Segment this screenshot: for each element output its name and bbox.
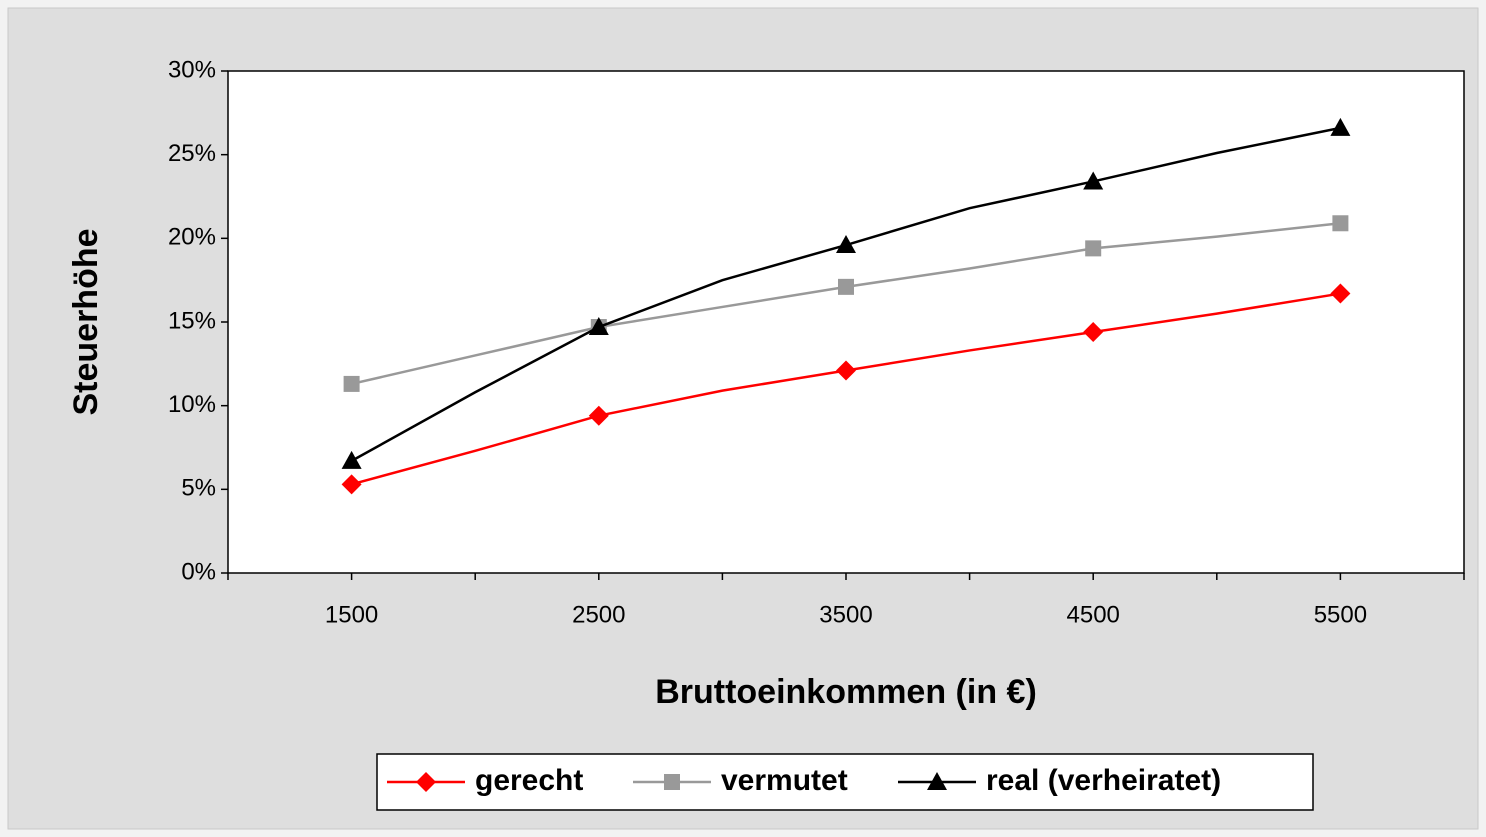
x-tick-label: 4500 [1067, 601, 1120, 628]
y-tick-label: 25% [168, 140, 216, 167]
marker [927, 772, 947, 790]
marker [1083, 171, 1104, 190]
y-tick-label: 20% [168, 224, 216, 251]
x-axis-label: Bruttoeinkommen (in €) [655, 673, 1037, 711]
marker [664, 774, 680, 790]
y-tick-label: 5% [181, 475, 216, 502]
y-tick-label: 0% [181, 558, 216, 585]
y-tick-label: 10% [168, 391, 216, 418]
x-tick-label: 3500 [819, 601, 872, 628]
marker [836, 360, 856, 381]
marker [341, 474, 362, 495]
marker [836, 235, 856, 254]
legend [376, 753, 1314, 811]
plot-area [227, 70, 1465, 574]
marker [588, 317, 609, 336]
marker [1083, 322, 1104, 343]
marker [1330, 117, 1351, 136]
legend-label: gerecht [475, 764, 583, 797]
marker [838, 278, 854, 295]
legend-label: vermutet [721, 764, 848, 797]
y-axis-label: Steuerhöhe [67, 228, 105, 415]
marker [341, 450, 362, 469]
y-tick-label: 15% [168, 307, 216, 334]
marker [416, 772, 436, 792]
x-tick-label: 1500 [325, 601, 378, 628]
x-tick-label: 2500 [572, 601, 625, 628]
marker [588, 405, 609, 426]
x-tick-label: 5500 [1314, 601, 1367, 628]
y-tick-label: 30% [168, 56, 216, 83]
marker [1330, 283, 1351, 304]
marker [343, 375, 360, 392]
marker [1085, 240, 1102, 257]
marker [1332, 215, 1349, 232]
legend-label: real (verheiratet) [986, 764, 1221, 797]
